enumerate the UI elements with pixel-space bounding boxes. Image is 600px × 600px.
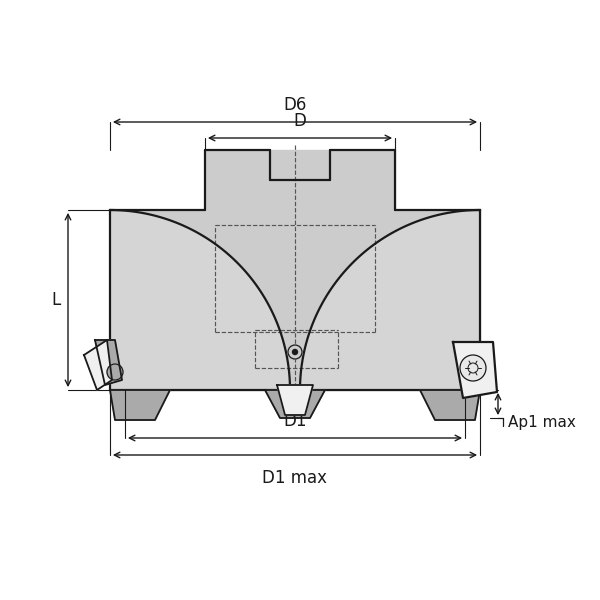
- Polygon shape: [110, 210, 290, 390]
- Polygon shape: [277, 385, 313, 415]
- Polygon shape: [205, 150, 395, 210]
- Text: D: D: [293, 112, 307, 130]
- Circle shape: [460, 355, 486, 381]
- Polygon shape: [420, 390, 480, 420]
- Text: L: L: [52, 291, 61, 309]
- Circle shape: [107, 364, 123, 380]
- Circle shape: [288, 345, 302, 359]
- Text: D1 max: D1 max: [263, 469, 328, 487]
- Polygon shape: [95, 340, 122, 385]
- Polygon shape: [300, 210, 480, 390]
- Text: D6: D6: [283, 96, 307, 114]
- Polygon shape: [265, 390, 325, 418]
- Polygon shape: [453, 342, 497, 398]
- Circle shape: [293, 349, 298, 355]
- Polygon shape: [110, 210, 480, 390]
- Text: Ap1 max: Ap1 max: [508, 415, 576, 430]
- Polygon shape: [84, 340, 112, 390]
- Polygon shape: [110, 390, 170, 420]
- Text: D1: D1: [283, 412, 307, 430]
